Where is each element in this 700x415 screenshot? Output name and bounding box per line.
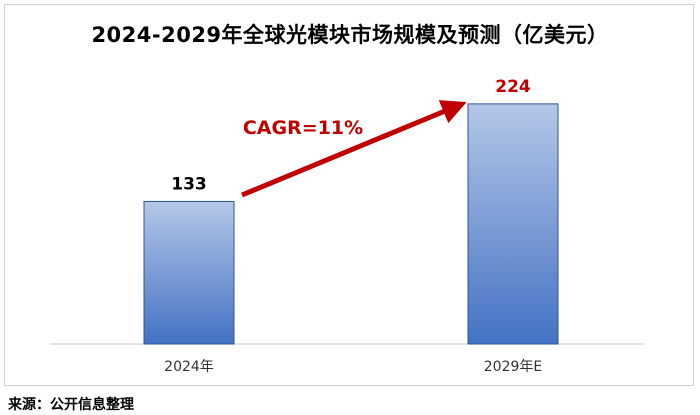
cagr-arrow [241, 100, 467, 198]
chart-title: 2024-2029年全球光模块市场规模及预测（亿美元） [91, 23, 609, 47]
bar-2 [467, 103, 559, 345]
source-note: 来源：公开信息整理 [8, 397, 134, 413]
value-label-1: 133 [171, 174, 207, 194]
cagr-label: CAGR=11% [243, 117, 363, 139]
bar-1 [143, 200, 235, 345]
value-label-2: 224 [495, 77, 531, 97]
x-tick-label-2: 2029年E [484, 359, 542, 375]
x-tick-label-1: 2024年 [164, 359, 214, 375]
bar-chart: 133 2024年 224 2029年E CAGR=11% [50, 77, 645, 375]
chart-frame: 2024-2029年全球光模块市场规模及预测（亿美元） [4, 4, 694, 386]
